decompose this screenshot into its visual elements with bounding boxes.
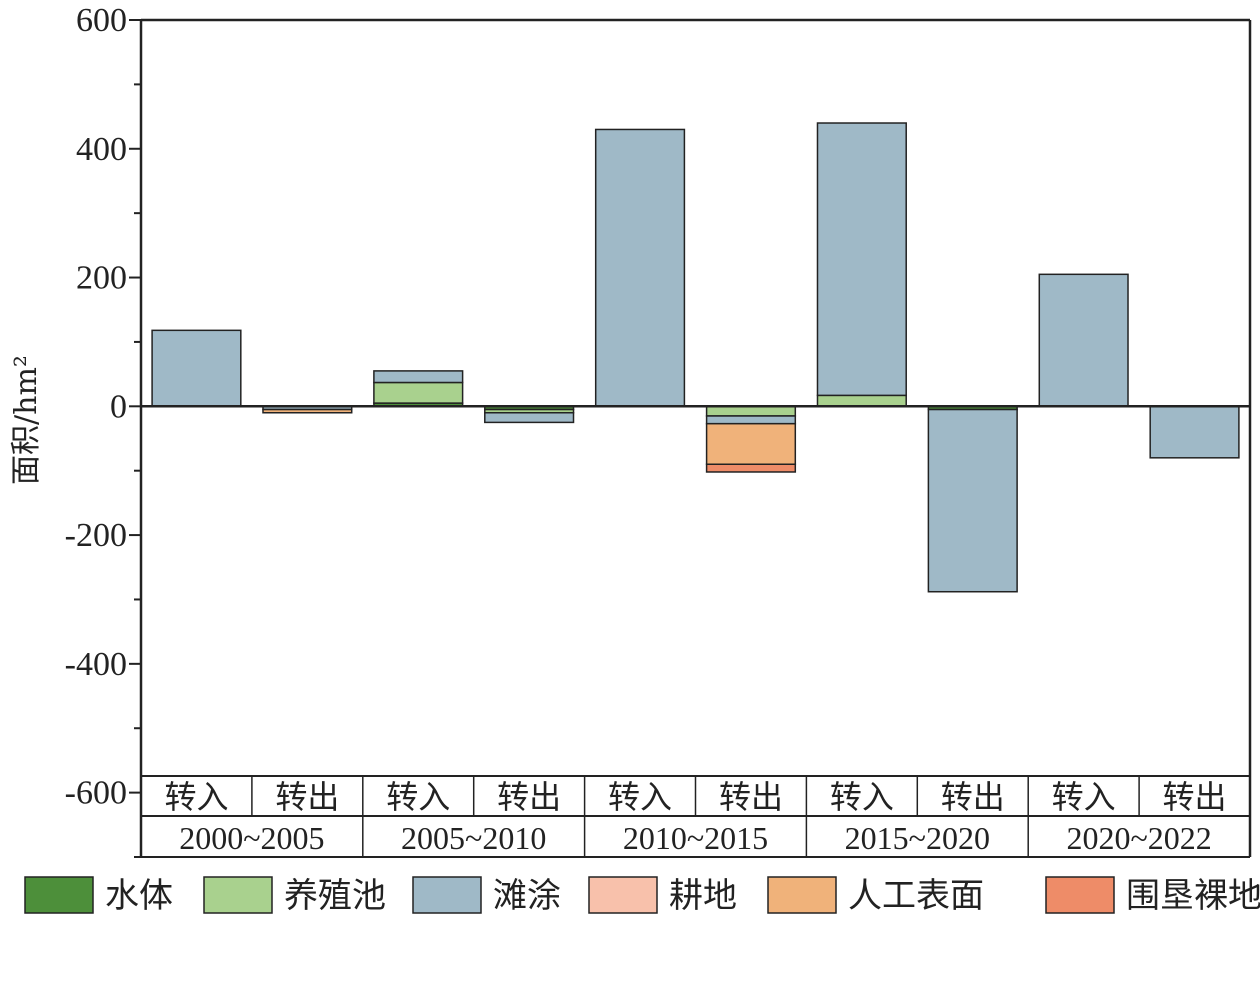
category-label-6: 转出 [719, 778, 783, 816]
bar-3-6 [705, 415, 797, 425]
bar-5-6 [705, 422, 797, 466]
legend-swatch-4 [588, 876, 658, 914]
legend-swatch-1 [24, 876, 94, 914]
category-label-3: 转入 [386, 778, 450, 816]
bar-3-7 [816, 122, 907, 397]
group-label-5: 2020~2022 [1066, 820, 1211, 856]
category-label-10: 转出 [1163, 778, 1227, 816]
category-label-7: 转入 [830, 778, 894, 816]
legend-swatch-6 [1045, 876, 1115, 914]
legend-swatch-5 [767, 876, 837, 914]
y-axis-label: 面积/hm² [9, 355, 44, 485]
group-label-4: 2015~2020 [845, 820, 990, 856]
legend-label-6: 围垦裸地 [1126, 876, 1260, 916]
x-category-labels: 转入 转出 转入 转出 转入 转出 转入 转出 转入 转出 2000~2005 2005~2010 20… [164, 778, 1226, 856]
y-tick-label-2: 400 [76, 131, 127, 168]
bar-6-6 [705, 463, 797, 473]
category-label-5: 转入 [608, 778, 672, 816]
legend: 水体 养殖池 滩涂 耕地 人工表面 围垦裸地 [24, 876, 1260, 916]
bars [151, 122, 1240, 593]
bar-5-2 [262, 408, 353, 414]
y-tick-label-7: -600 [65, 775, 127, 812]
group-label-2: 2005~2010 [401, 820, 546, 856]
legend-label-3: 滩涂 [493, 876, 561, 916]
legend-label-1: 水体 [105, 876, 173, 916]
bar-3-8 [927, 408, 1018, 593]
y-tick-label-5: -200 [65, 517, 127, 554]
y-tick-label-1: 600 [76, 2, 127, 39]
group-label-1: 2000~2005 [179, 820, 324, 856]
bar-3-9 [1038, 273, 1129, 408]
category-label-9: 转入 [1052, 778, 1116, 816]
category-label-2: 转出 [275, 778, 339, 816]
bar-3-10 [1149, 405, 1240, 459]
legend-swatch-2 [203, 876, 273, 914]
y-tick-label-6: -400 [65, 646, 127, 683]
bar-2-7 [816, 394, 907, 408]
category-label-1: 转入 [164, 778, 228, 816]
axes [139, 18, 1252, 858]
y-tick-label-4: 0 [110, 388, 127, 425]
bar-2-3 [373, 381, 464, 404]
bar-3-3 [373, 370, 464, 384]
group-label-3: 2010~2015 [623, 820, 768, 856]
y-ticks: 600 400 200 0 -200 -400 -600 [65, 2, 141, 858]
legend-label-4: 耕地 [669, 876, 737, 916]
category-label-8: 转出 [941, 778, 1005, 816]
bar-3-5 [594, 128, 686, 408]
legend-label-2: 养殖池 [284, 876, 386, 916]
legend-label-5: 人工表面 [848, 876, 984, 916]
category-label-4: 转出 [497, 778, 561, 816]
bar-3-4 [484, 411, 575, 424]
bar-3-1 [151, 329, 242, 408]
bar-2-6 [705, 405, 797, 417]
legend-swatch-3 [412, 876, 482, 914]
y-tick-label-3: 200 [76, 260, 127, 297]
